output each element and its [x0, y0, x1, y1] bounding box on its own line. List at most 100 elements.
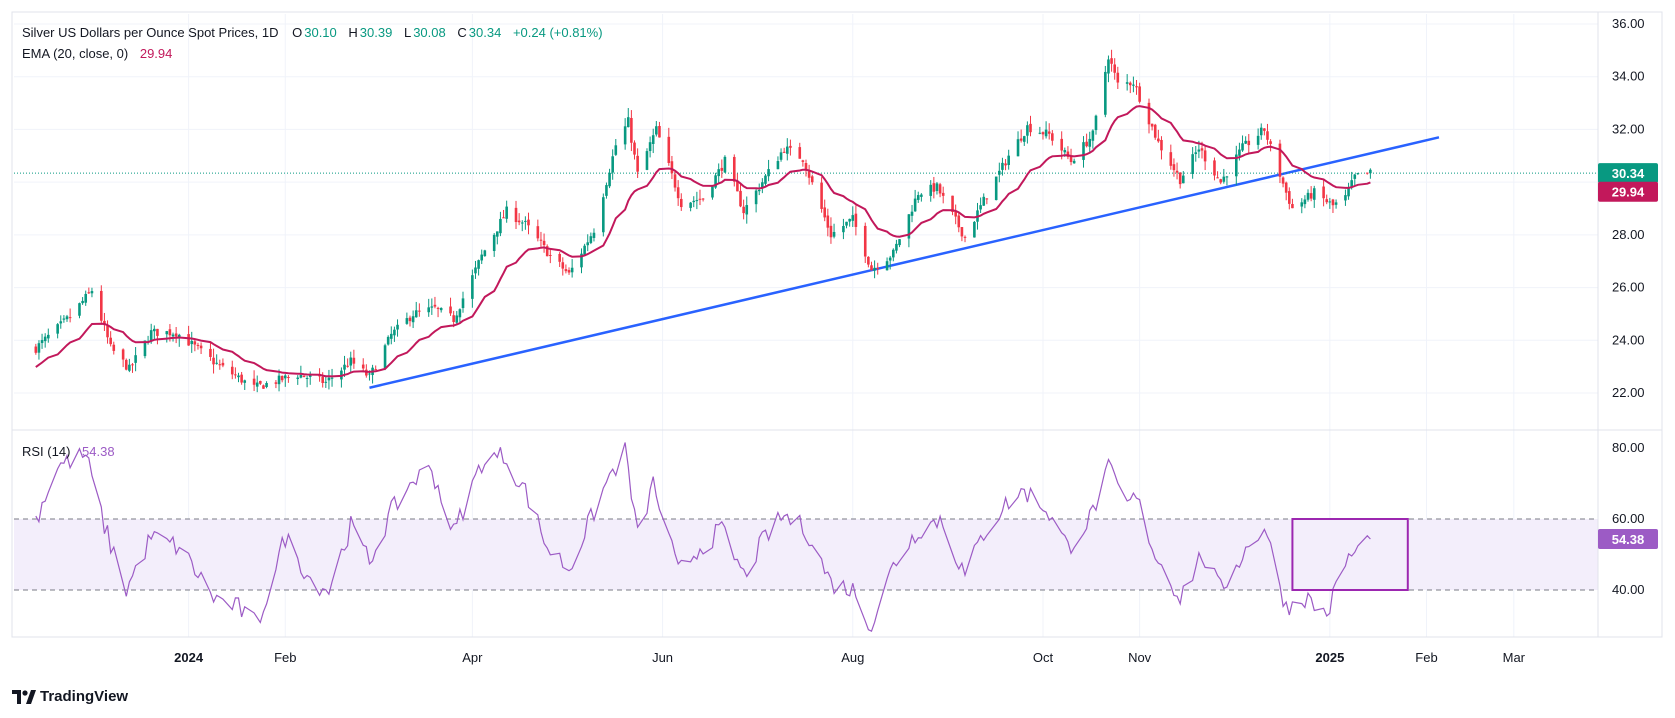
candle-body: [234, 374, 237, 376]
candle-body: [1047, 131, 1051, 134]
time-axis[interactable]: 2024 Feb Apr Jun Aug Oct Nov 2025 Feb Mar: [174, 650, 1526, 665]
tradingview-logo[interactable]: TradingView: [12, 688, 128, 705]
candle-body: [106, 325, 109, 338]
candle-body: [580, 253, 583, 268]
candle-body: [888, 257, 892, 261]
candle-body: [1322, 186, 1325, 199]
candle-body: [807, 171, 811, 178]
rsi-legend[interactable]: RSI (14) 54.38: [22, 444, 117, 459]
time-tick-label: Oct: [1033, 650, 1054, 665]
candle-body: [230, 366, 234, 375]
candle-body: [212, 357, 215, 365]
candle-body: [1091, 130, 1095, 141]
candle-body: [259, 380, 262, 384]
rsi-tick-label: 40.00: [1612, 582, 1645, 597]
candle-body: [1004, 163, 1007, 166]
candle-body: [558, 253, 561, 262]
candle-body: [689, 202, 692, 208]
ema-value: 29.94: [139, 46, 173, 61]
rsi-tick-label: 60.00: [1612, 511, 1645, 526]
candle-body: [221, 362, 225, 366]
time-tick-label: Apr: [462, 650, 483, 665]
candle-body: [81, 300, 84, 304]
candle-body: [346, 365, 349, 367]
candle-body: [754, 190, 758, 205]
candle-body: [1222, 176, 1226, 182]
candle-body: [305, 377, 309, 379]
candle-body: [1104, 71, 1107, 115]
candle-body: [941, 192, 945, 196]
low-value: 30.08: [413, 25, 446, 40]
candle-body: [545, 246, 549, 257]
candle-body: [611, 156, 614, 173]
candle-body: [1288, 191, 1291, 204]
candle-body: [1019, 138, 1023, 141]
candle-body: [1029, 123, 1032, 133]
rsi-highlight-box[interactable]: [1291, 518, 1409, 591]
candle-body: [1085, 141, 1088, 147]
candle-body: [458, 309, 462, 318]
candle-body: [1169, 152, 1173, 166]
rsi-band-fill: [14, 519, 1598, 590]
candle-body: [929, 184, 933, 196]
candle-body: [418, 310, 421, 312]
tradingview-mark-icon: [12, 689, 36, 704]
candle-body: [502, 217, 505, 219]
price-badges: 30.34 29.94 54.38: [1598, 163, 1658, 549]
rsi-axis[interactable]: 80.00 60.00 40.00: [1612, 440, 1645, 597]
candle-body: [1291, 204, 1294, 209]
candle-body: [658, 125, 661, 138]
candle-body: [190, 341, 194, 345]
candle-body: [916, 195, 920, 200]
rsi-highlight-box-layer[interactable]: [1291, 518, 1409, 591]
support-trendline[interactable]: [369, 136, 1440, 389]
time-tick-label: Mar: [1503, 650, 1526, 665]
candle-body: [62, 318, 66, 320]
ema-badge: 29.94: [1612, 185, 1645, 200]
candle-body: [667, 136, 671, 163]
candle-body: [820, 182, 823, 209]
candle-body: [842, 225, 845, 233]
candle-body: [374, 369, 378, 371]
candle-body: [40, 340, 44, 344]
candle-body: [549, 254, 552, 256]
candle-body: [633, 142, 636, 155]
candle-body: [199, 345, 203, 349]
candle-body: [1022, 136, 1026, 142]
candle-body: [455, 315, 459, 323]
candle-body: [112, 344, 116, 351]
candle-body: [804, 163, 808, 171]
candle-body: [349, 357, 353, 366]
candle-body: [1216, 177, 1219, 179]
candle-body: [389, 333, 393, 339]
candle-body: [592, 232, 596, 238]
candle-body: [255, 382, 259, 387]
candle-body: [187, 334, 190, 346]
candle-body: [1016, 139, 1020, 157]
ema-legend[interactable]: EMA (20, close, 0) 29.94: [22, 46, 174, 61]
candle-body: [243, 380, 247, 383]
candle-body: [583, 245, 586, 256]
candle-body: [742, 206, 745, 214]
candle-body: [43, 336, 47, 342]
time-tick-label: Feb: [274, 650, 296, 665]
candle-body: [1266, 131, 1269, 140]
candle-body: [1353, 174, 1357, 179]
rsi-badge: 54.38: [1612, 532, 1645, 547]
candle-body: [851, 215, 855, 221]
candle-body: [1300, 202, 1304, 207]
candle-body: [1203, 150, 1207, 162]
candle-body: [1225, 176, 1229, 178]
candle-body: [714, 175, 717, 188]
candle-body: [240, 374, 243, 383]
candle-body: [84, 293, 88, 303]
main-legend[interactable]: Silver US Dollars per Ounce Spot Prices,…: [22, 25, 605, 40]
candle-body: [1213, 160, 1216, 176]
candle-body: [979, 205, 982, 210]
candle-body: [854, 213, 858, 227]
candle-body: [1369, 169, 1372, 174]
candle-body: [723, 156, 727, 173]
candle-body: [720, 167, 724, 171]
